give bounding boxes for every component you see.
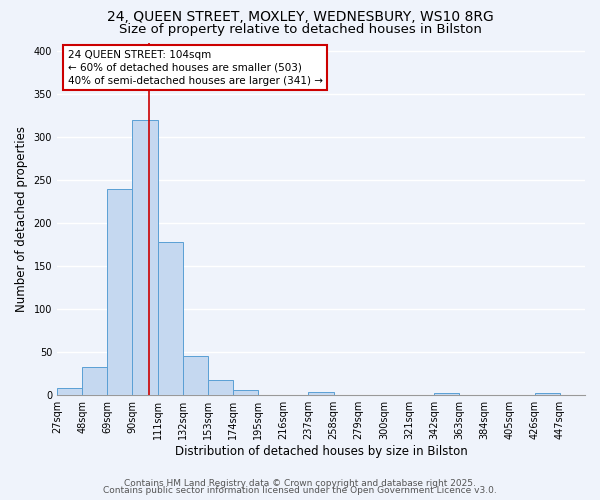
Text: 24 QUEEN STREET: 104sqm
← 60% of detached houses are smaller (503)
40% of semi-d: 24 QUEEN STREET: 104sqm ← 60% of detache… <box>68 50 323 86</box>
X-axis label: Distribution of detached houses by size in Bilston: Distribution of detached houses by size … <box>175 444 467 458</box>
Bar <box>107 188 133 394</box>
Text: Contains public sector information licensed under the Open Government Licence v3: Contains public sector information licen… <box>103 486 497 495</box>
Bar <box>535 393 560 394</box>
Bar <box>308 392 334 394</box>
Bar <box>158 242 183 394</box>
Bar <box>183 356 208 395</box>
Text: 24, QUEEN STREET, MOXLEY, WEDNESBURY, WS10 8RG: 24, QUEEN STREET, MOXLEY, WEDNESBURY, WS… <box>107 10 493 24</box>
Y-axis label: Number of detached properties: Number of detached properties <box>15 126 28 312</box>
Bar <box>233 390 258 394</box>
Text: Size of property relative to detached houses in Bilston: Size of property relative to detached ho… <box>119 22 481 36</box>
Text: Contains HM Land Registry data © Crown copyright and database right 2025.: Contains HM Land Registry data © Crown c… <box>124 478 476 488</box>
Bar <box>434 393 459 394</box>
Bar <box>133 120 158 394</box>
Bar <box>208 380 233 394</box>
Bar <box>82 367 107 394</box>
Bar <box>57 388 82 394</box>
